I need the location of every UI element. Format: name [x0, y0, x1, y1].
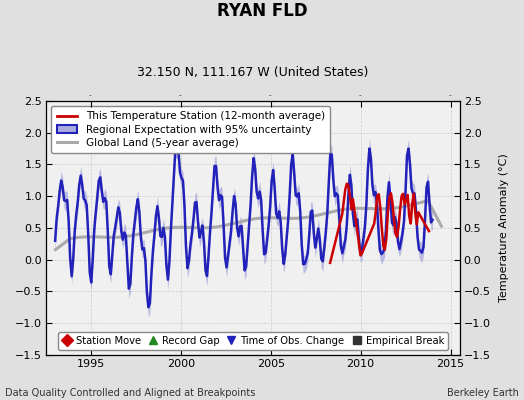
Y-axis label: Temperature Anomaly (°C): Temperature Anomaly (°C)	[499, 154, 509, 302]
Text: Data Quality Controlled and Aligned at Breakpoints: Data Quality Controlled and Aligned at B…	[5, 388, 256, 398]
Title: 32.150 N, 111.167 W (United States): 32.150 N, 111.167 W (United States)	[137, 66, 368, 79]
Text: Berkeley Earth: Berkeley Earth	[447, 388, 519, 398]
Legend: Station Move, Record Gap, Time of Obs. Change, Empirical Break: Station Move, Record Gap, Time of Obs. C…	[58, 332, 448, 350]
Text: RYAN FLD: RYAN FLD	[217, 2, 307, 20]
